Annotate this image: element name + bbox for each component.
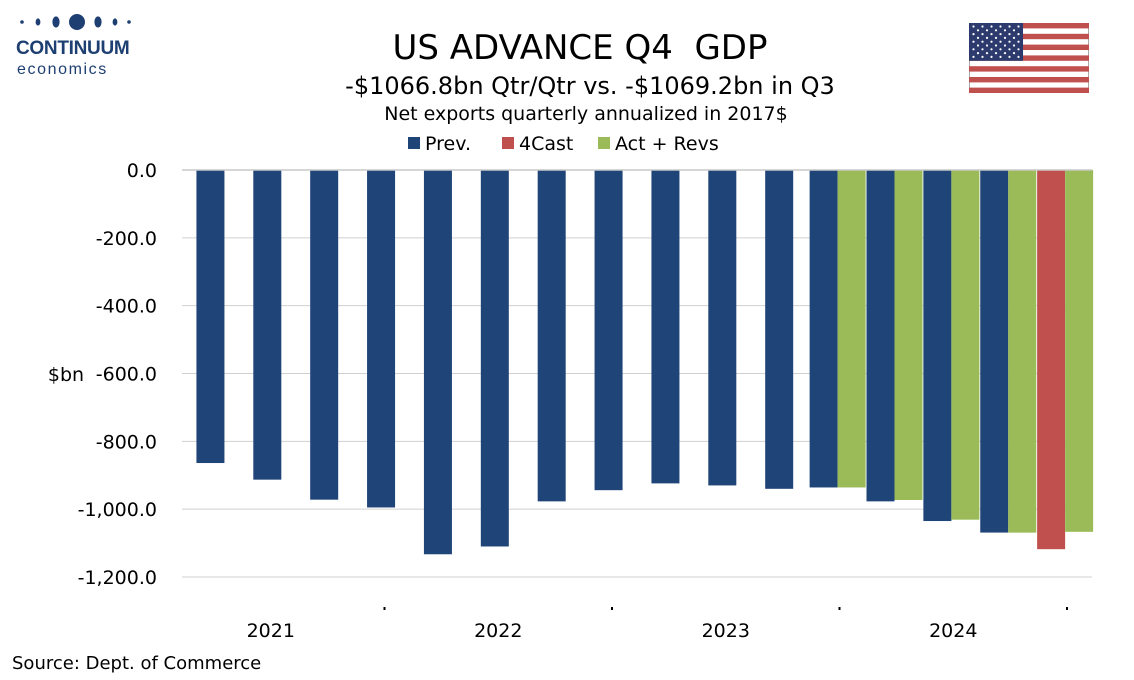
y-tick-label: 0.0 [127,160,157,182]
legend-swatch [598,137,610,149]
chart-title: US ADVANCE Q4 GDP [392,28,768,68]
chart-subtitle-2: Net exports quarterly annualized in 2017… [384,103,788,125]
source-note: Source: Dept. of Commerce [12,653,262,674]
bar-prev [594,170,623,491]
bar-prev [196,170,225,464]
bar-prev [708,170,737,486]
x-year-label: 2021 [247,620,295,642]
year-separator [383,607,386,610]
legend-label: Prev. [425,133,471,155]
y-tick-label: -1,000.0 [78,499,157,521]
brand-logo: CONTINUUM economics [12,12,142,78]
bar-prev [367,170,396,508]
bars [196,170,1094,555]
bar-prev [765,170,794,489]
bar-prev [809,170,838,488]
y-axis-label: $bn [48,364,84,386]
brand-name: CONTINUUM [16,38,130,59]
y-axis-ticks: 0.0 -200.0 -400.0 -600.0 -800.0 -1,000.0 -1,20… [78,160,157,589]
bar-act-revs [837,170,866,488]
x-year-label: 2022 [474,620,522,642]
bar-prev [651,170,680,484]
x-year-label: 2023 [702,620,750,642]
bar-act-revs [951,170,980,520]
legend: Prev. 4Cast Act + Revs [408,133,719,155]
bar-prev [866,170,895,502]
legend-label: Act + Revs [615,133,719,155]
bar-act-revs [1065,170,1094,532]
legend-label: 4Cast [519,133,573,155]
bar-prev [923,170,952,522]
x-year-label: 2024 [929,620,977,642]
x-axis: 2021 2022 2023 2024 [182,169,1092,642]
us-flag-icon [969,23,1089,93]
y-tick-label: -600.0 [96,364,157,386]
bar-4cast [1037,170,1066,550]
bar-act-revs [1008,170,1037,533]
bar-prev [480,170,509,547]
bar-prev [980,170,1009,533]
bar-prev [253,170,282,480]
y-tick-label: -200.0 [96,228,157,250]
bar-prev [310,170,339,500]
bar-prev [537,170,566,502]
brand-sub: economics [17,61,108,78]
year-separator [1066,607,1068,610]
legend-swatch [502,137,514,149]
year-separator [838,607,841,610]
chart-subtitle: -$1066.8bn Qtr/Qtr vs. -$1069.2bn in Q3 [345,72,835,100]
bar-prev [423,170,452,555]
year-separator [611,607,613,610]
legend-swatch [408,137,420,149]
logo-dots-icon [20,14,131,30]
y-tick-label: -400.0 [96,296,157,318]
bar-act-revs [894,170,923,501]
y-tick-label: -1,200.0 [78,567,157,589]
y-tick-label: -800.0 [96,431,157,453]
